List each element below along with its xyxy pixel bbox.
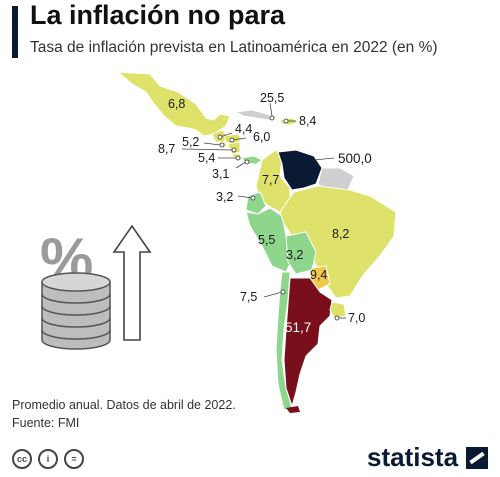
page-subtitle: Tasa de inflación prevista en Latinoamér… bbox=[30, 39, 438, 56]
label-paraguay: 9,4 bbox=[310, 268, 327, 282]
label-leaders bbox=[181, 102, 346, 321]
accent-bar bbox=[12, 6, 18, 58]
label-argentina: 51,7 bbox=[285, 320, 311, 335]
label-guatemala: 4,4 bbox=[235, 122, 252, 136]
coin-stack-icon bbox=[41, 272, 111, 350]
label-nicaragua: 8,7 bbox=[158, 142, 175, 156]
source-note: Fuente: FMI bbox=[12, 416, 80, 430]
region-venezuela bbox=[277, 149, 323, 191]
license-icons: cc i = bbox=[12, 449, 84, 469]
statista-logo[interactable]: statista bbox=[367, 442, 459, 472]
person-icon: i bbox=[38, 449, 58, 469]
page-title: La inflación no para bbox=[30, 0, 286, 30]
label-uruguay: 7,0 bbox=[348, 311, 365, 325]
label-chile: 7,5 bbox=[240, 290, 257, 304]
label-brazil: 8,2 bbox=[332, 227, 349, 241]
label-peru: 5,5 bbox=[258, 233, 275, 247]
label-mexico: 6,8 bbox=[168, 97, 185, 111]
label-costa-rica: 5,4 bbox=[198, 151, 215, 165]
label-venezuela: 500,0 bbox=[338, 151, 372, 166]
label-colombia: 7,7 bbox=[262, 173, 279, 187]
cc-icon: cc bbox=[12, 449, 32, 469]
region-mexico bbox=[116, 71, 231, 137]
label-dominican-republic: 8,4 bbox=[299, 114, 316, 128]
label-honduras: 6,0 bbox=[253, 130, 270, 144]
equal-icon: = bbox=[64, 449, 84, 469]
label-el-salvador: 5,2 bbox=[182, 135, 199, 149]
region-argentina bbox=[283, 277, 333, 408]
label-cuba: 25,5 bbox=[260, 91, 284, 105]
statista-logo-icon bbox=[466, 447, 488, 469]
label-panama: 3,1 bbox=[212, 167, 229, 181]
label-bolivia: 3,2 bbox=[286, 248, 303, 262]
footnote: Promedio anual. Datos de abril de 2022. bbox=[12, 398, 236, 412]
region-tierra-del-fuego bbox=[286, 406, 300, 413]
region-uruguay bbox=[329, 301, 347, 319]
region-dominican-republic bbox=[279, 117, 299, 126]
label-ecuador: 3,2 bbox=[216, 190, 233, 204]
up-arrow-icon bbox=[112, 224, 152, 341]
inflation-illustration: % bbox=[40, 224, 152, 350]
